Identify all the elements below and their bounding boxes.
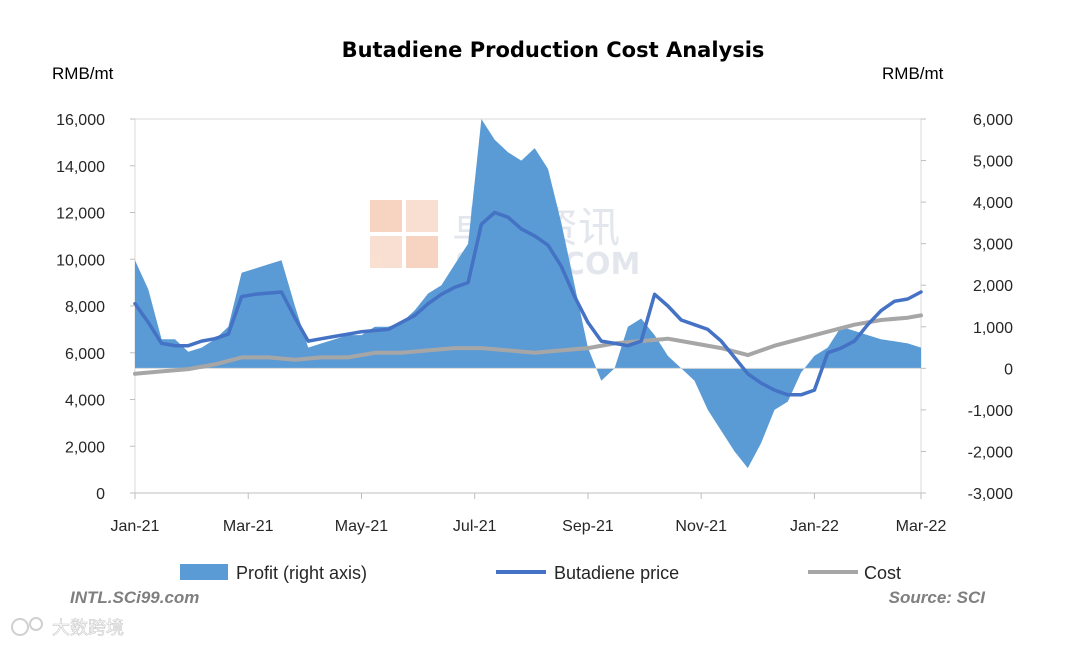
left-tick-label: 6,000	[65, 346, 105, 363]
right-tick-label: 1,000	[973, 320, 1013, 337]
badge-logo-icon	[11, 617, 43, 636]
right-tick-label: 4,000	[973, 195, 1013, 212]
chart-title: Butadiene Production Cost Analysis	[342, 38, 765, 62]
right-tick-label: -1,000	[968, 403, 1013, 420]
badge-text: 大数跨境	[52, 618, 124, 638]
credit-site: INTL.SCi99.com	[70, 588, 199, 607]
left-tick-label: 0	[96, 486, 105, 503]
left-tick-label: 12,000	[56, 206, 105, 223]
legend-label-price: Butadiene price	[554, 563, 679, 583]
right-tick-label: 2,000	[973, 278, 1013, 295]
right-tick-label: 5,000	[973, 154, 1013, 171]
left-tick-label: 2,000	[65, 439, 105, 456]
x-tick-label: Jul-21	[453, 518, 497, 535]
x-tick-label: Sep-21	[562, 518, 614, 535]
credit-source: Source: SCI	[889, 588, 987, 607]
left-axis-unit: RMB/mt	[52, 64, 114, 83]
right-tick-label: 0	[1004, 361, 1013, 378]
x-tick-label: Mar-22	[896, 518, 947, 535]
x-tick-label: Nov-21	[675, 518, 727, 535]
x-tick-label: Mar-21	[223, 518, 274, 535]
badge: 大数跨境	[11, 617, 124, 638]
series-profit-area	[135, 119, 921, 469]
right-axis-unit: RMB/mt	[882, 64, 944, 83]
left-axis-ticks: 0 2,000 4,000 6,000 8,000 10,000 12,000 14,000 1…	[56, 112, 135, 503]
legend: Profit (right axis) Butadiene price Cost	[180, 563, 901, 583]
left-tick-label: 10,000	[56, 252, 105, 269]
right-axis-ticks: -3,000 -2,000 -1,000 0 1,000 2,000 3,000 4,000 5…	[921, 112, 1013, 503]
legend-label-profit: Profit (right axis)	[236, 563, 367, 583]
x-tick-label: Jan-22	[790, 518, 839, 535]
right-tick-label: -3,000	[968, 486, 1013, 503]
x-axis-ticks: Jan-21 Mar-21 May-21 Jul-21 Sep-21 Nov-21 Jan-…	[111, 493, 947, 535]
series-price-line	[133, 210, 923, 397]
left-tick-label: 8,000	[65, 299, 105, 316]
left-tick-label: 14,000	[56, 159, 105, 176]
legend-swatch-profit	[180, 564, 228, 580]
watermark-logo-icon	[370, 200, 438, 268]
series-cost-line	[133, 313, 923, 376]
right-tick-label: 3,000	[973, 237, 1013, 254]
x-tick-label: May-21	[335, 518, 388, 535]
x-tick-label: Jan-21	[111, 518, 160, 535]
right-tick-label: -2,000	[968, 444, 1013, 461]
plot-layer	[133, 119, 923, 469]
left-tick-label: 4,000	[65, 393, 105, 410]
legend-label-cost: Cost	[864, 563, 901, 583]
left-tick-label: 16,000	[56, 112, 105, 129]
right-tick-label: 6,000	[973, 112, 1013, 129]
